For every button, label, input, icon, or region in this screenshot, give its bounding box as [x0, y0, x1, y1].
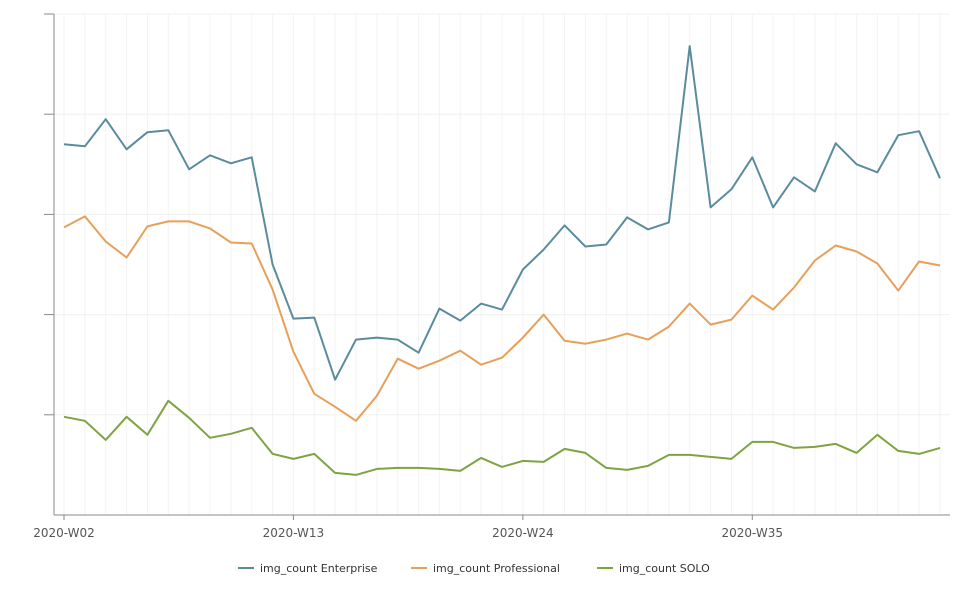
- legend-label: img_count Professional: [433, 562, 560, 575]
- series-line: [63, 399, 941, 476]
- axes: [44, 13, 950, 520]
- x-tick-label: 2020-W24: [492, 526, 554, 540]
- legend-item[interactable]: img_count SOLO: [597, 562, 710, 575]
- x-tick-label: 2020-W13: [263, 526, 325, 540]
- x-tick-labels: 2020-W02 2020-W13 2020-W24 2020-W35: [33, 526, 783, 540]
- legend-item[interactable]: img_count Professional: [411, 562, 560, 575]
- legend-label: img_count SOLO: [619, 562, 710, 575]
- grid: [54, 13, 950, 515]
- x-tick-label: 2020-W02: [33, 526, 95, 540]
- legend[interactable]: img_count Enterprise img_count Profession…: [238, 562, 710, 575]
- legend-item[interactable]: img_count Enterprise: [238, 562, 378, 575]
- series-line: [63, 215, 941, 422]
- series-lines: [63, 45, 941, 476]
- x-tick-label: 2020-W35: [722, 526, 784, 540]
- series-line: [63, 45, 941, 381]
- legend-label: img_count Enterprise: [260, 562, 378, 575]
